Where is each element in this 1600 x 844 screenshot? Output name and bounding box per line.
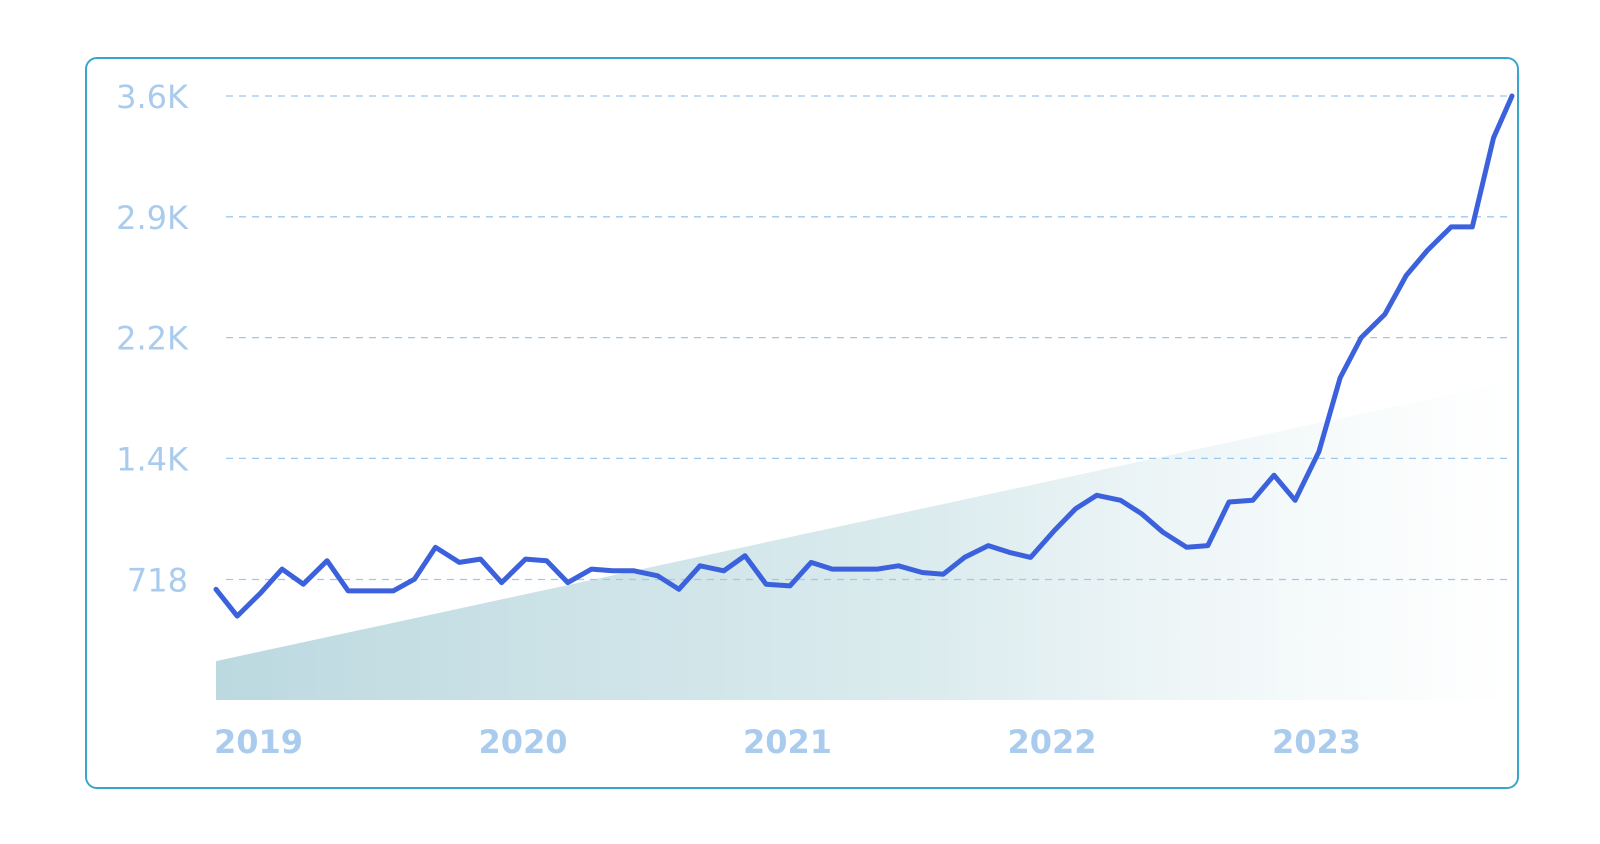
y-tick-label: 3.6K: [116, 78, 189, 116]
background-trend-area: [216, 381, 1512, 700]
x-tick-label: 2020: [478, 723, 567, 761]
y-tick-label: 2.9K: [116, 199, 189, 237]
x-tick-label: 2022: [1007, 723, 1096, 761]
y-tick-label: 2.2K: [116, 320, 189, 358]
series-line-0: [213, 93, 1515, 619]
y-tick-label: 718: [127, 562, 188, 600]
x-tick-label: 2023: [1272, 723, 1361, 761]
y-tick-label: 1.4K: [116, 440, 189, 478]
x-tick-label: 2021: [743, 723, 832, 761]
x-tick-label: 2019: [214, 723, 303, 761]
